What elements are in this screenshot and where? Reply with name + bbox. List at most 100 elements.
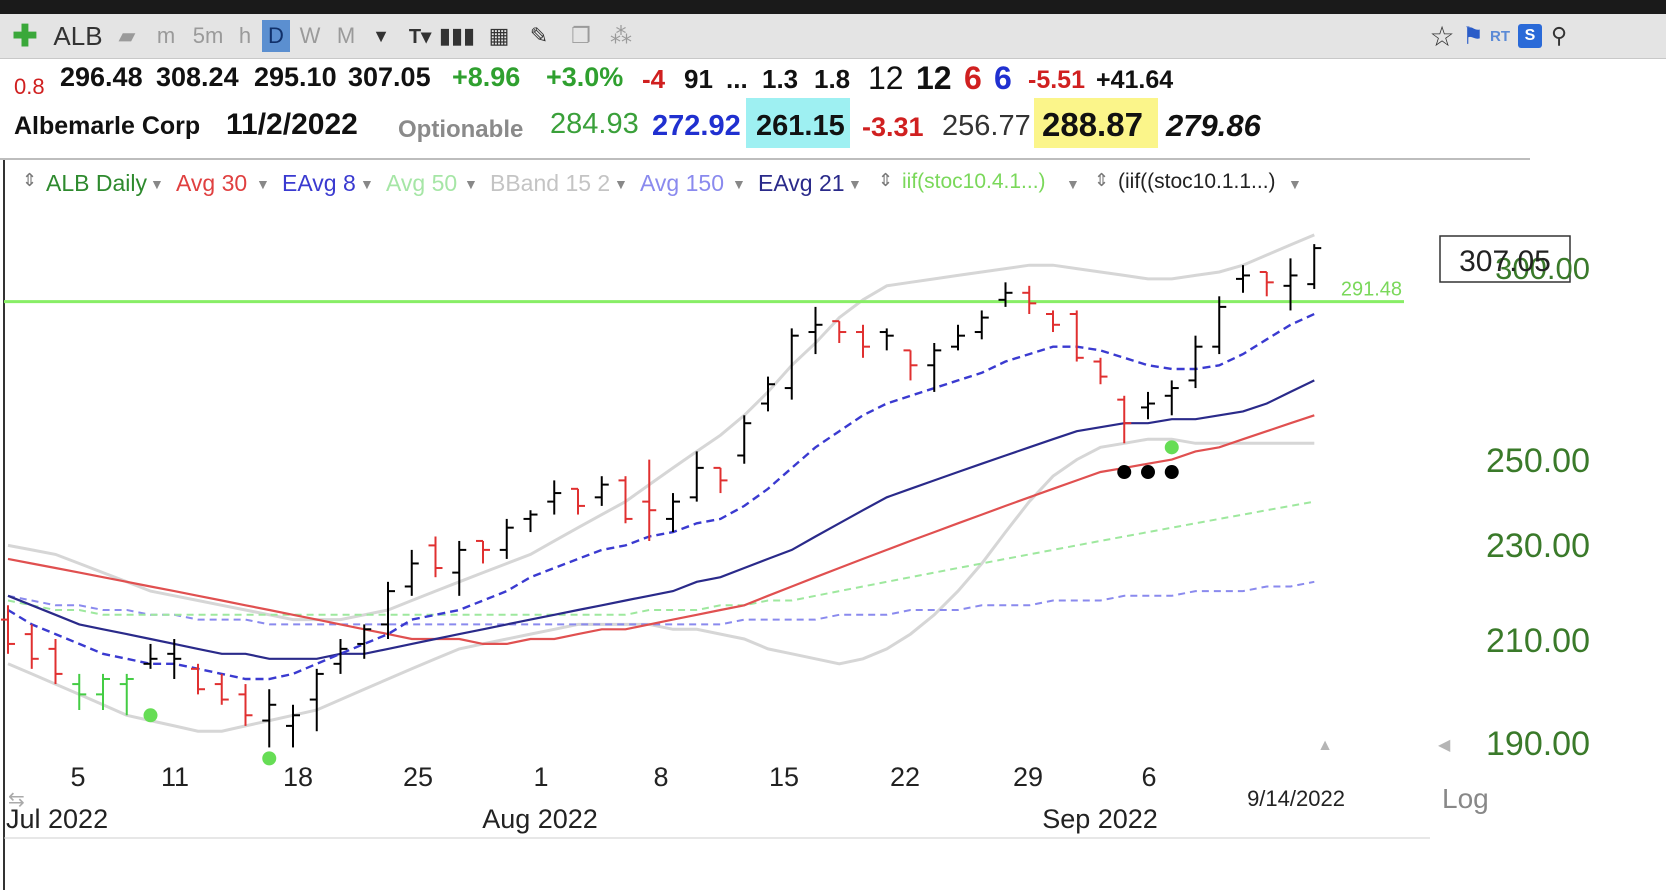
signal-dot	[262, 751, 277, 766]
drag-handle-icon[interactable]: ⇕	[22, 170, 38, 190]
screener-icon[interactable]: ▰	[118, 23, 136, 48]
quote-high: 308.24	[156, 62, 239, 92]
ohlc-bar	[1188, 335, 1203, 389]
ohlc-bar	[1, 605, 15, 654]
ohlc-bar	[808, 306, 823, 355]
window-top-border	[0, 0, 1666, 14]
quote-close: 307.05	[348, 62, 431, 92]
signal-dot	[1141, 465, 1155, 480]
star-icon[interactable]: ☆	[1429, 20, 1455, 52]
x-tick-label: 11	[161, 762, 189, 792]
ohlc-bar	[1093, 357, 1108, 385]
moving-averages	[7, 312, 1315, 681]
pencil-icon[interactable]: ✎	[529, 23, 549, 48]
legend-bband[interactable]: BBand 15 2	[490, 170, 611, 196]
ohlc-bar	[381, 581, 395, 640]
chart-toolbar: ✚ ALB ▰ m 5m h D W M ▼ T▾ ▮▮▮ ▦ ✎ ❐ ⁂ ☆ …	[0, 14, 1666, 59]
ohlc-bar	[143, 643, 158, 669]
interval-w[interactable]: W	[299, 23, 321, 48]
interval-m-monthly[interactable]: M	[336, 23, 356, 48]
interval-5m[interactable]: 5m	[192, 23, 224, 48]
quote-price-6: 288.87	[1042, 106, 1143, 143]
legend-eavg8-dropdown-icon[interactable]: ▼	[360, 176, 374, 192]
quote-field-8: 6	[964, 60, 982, 96]
interval-h[interactable]: h	[238, 23, 252, 48]
s-badge[interactable]: S	[1518, 24, 1542, 48]
layers-icon[interactable]: ❐	[571, 23, 591, 48]
legend-avg150[interactable]: Avg 150	[640, 170, 724, 196]
legend-avg50[interactable]: Avg 50	[386, 170, 458, 196]
avg150-line	[7, 580, 1315, 626]
drag-handle-icon-2[interactable]: ⇕	[878, 170, 894, 190]
grid-icon[interactable]: ▦	[488, 23, 510, 48]
time-axis[interactable]: 5 11 18 25 1 8 15 22 29 6 Jul 2022 Aug 2…	[4, 737, 1430, 839]
month-label: Jul 2022	[6, 804, 108, 834]
company-name: Albemarle Corp	[14, 112, 201, 140]
interval-m[interactable]: m	[156, 23, 176, 48]
month-label: Aug 2022	[482, 804, 598, 834]
bar-chart-icon[interactable]: ▮▮▮	[438, 23, 476, 48]
legend-stoc-2-dropdown-icon[interactable]: ▼	[1288, 176, 1302, 192]
ohlc-bar	[309, 668, 324, 732]
ohlc-bar	[1164, 380, 1179, 416]
ohlc-bar	[119, 673, 134, 716]
legend-avg50-dropdown-icon[interactable]: ▼	[464, 176, 478, 192]
bollinger-bands	[7, 233, 1315, 733]
quote-row-2: Albemarle Corp 11/2/2022 Optionable 284.…	[0, 98, 1530, 156]
add-symbol-icon[interactable]: ✚	[12, 19, 38, 53]
legend-main-dropdown-icon[interactable]: ▼	[150, 176, 164, 192]
realtime-badge[interactable]: RT	[1490, 27, 1510, 45]
scroll-up-icon[interactable]: ▲	[1317, 737, 1333, 754]
highlight-cyan	[746, 98, 850, 148]
legend-main[interactable]: ALB Daily	[46, 170, 147, 196]
ohlc-bar	[499, 518, 514, 559]
x-tick-label: 25	[403, 762, 433, 792]
legend-bband-dropdown-icon[interactable]: ▼	[614, 176, 628, 192]
quote-price-3: 261.15	[756, 110, 845, 142]
signal-dot	[1164, 440, 1179, 455]
legend-eavg21[interactable]: EAvg 21	[758, 170, 845, 196]
drag-handle-icon-3[interactable]: ⇕	[1094, 170, 1110, 190]
quote-row-1: 0.8 296.48 308.24 295.10 307.05 +8.96 +3…	[0, 60, 1666, 106]
ohlc-bar	[167, 639, 182, 679]
horizontal-line[interactable]: 291.48	[4, 279, 1404, 304]
interval-dropdown-icon[interactable]: ▼	[372, 25, 390, 46]
signal-dot	[1117, 465, 1132, 480]
quote-change-pct: +3.0%	[546, 62, 624, 92]
x-tick-label: 22	[890, 762, 920, 792]
ohlc-bar	[1141, 391, 1155, 420]
legend-avg30-dropdown-icon[interactable]: ▼	[256, 176, 270, 192]
quote-field-4: 1.3	[762, 64, 799, 94]
legend-avg150-dropdown-icon[interactable]: ▼	[732, 176, 746, 192]
quote-price-2: 272.92	[652, 110, 741, 142]
legend-stoc-1-dropdown-icon[interactable]: ▼	[1066, 176, 1080, 192]
legend-stoc-1[interactable]: iif(stoc10.4.1...)	[902, 170, 1046, 193]
ohlc-bar	[1283, 258, 1298, 311]
link-icon[interactable]: ⚲	[1550, 23, 1568, 48]
ohlc-bar	[927, 342, 942, 392]
interval-d-selected[interactable]: D	[262, 20, 290, 52]
flag-icon[interactable]: ⚑	[1462, 22, 1484, 50]
time-scroll-icon[interactable]: ⇆	[8, 789, 25, 811]
legend-eavg8[interactable]: EAvg 8	[282, 170, 356, 196]
log-scale-toggle[interactable]: Log	[1442, 783, 1489, 814]
ohlc-bar	[1046, 310, 1060, 333]
legend-avg30[interactable]: Avg 30	[176, 170, 248, 196]
x-tick-label: 18	[283, 762, 313, 792]
eavg21-line	[7, 379, 1315, 660]
symbol-label[interactable]: ALB	[53, 20, 103, 51]
signal-dots	[143, 440, 1179, 766]
share-icon[interactable]: ⁂	[610, 23, 632, 48]
scroll-left-icon[interactable]: ◀	[1438, 737, 1451, 754]
legend-eavg21-dropdown-icon[interactable]: ▼	[848, 176, 862, 192]
price-axis[interactable]: 300.00 307.05 250.00 230.00 210.00 ◀ 190…	[1438, 235, 1590, 814]
quote-price-4: -3.31	[862, 112, 924, 142]
ohlc-bar	[96, 673, 110, 711]
text-tool-icon[interactable]: T▾	[408, 25, 432, 48]
ohlc-bar	[1307, 244, 1322, 289]
ohlc-bar	[72, 673, 87, 711]
optionable-label: Optionable	[398, 116, 524, 143]
legend-stoc-2[interactable]: (iif((stoc10.1.1...)	[1118, 170, 1276, 193]
ohlc-bar	[1259, 271, 1274, 297]
